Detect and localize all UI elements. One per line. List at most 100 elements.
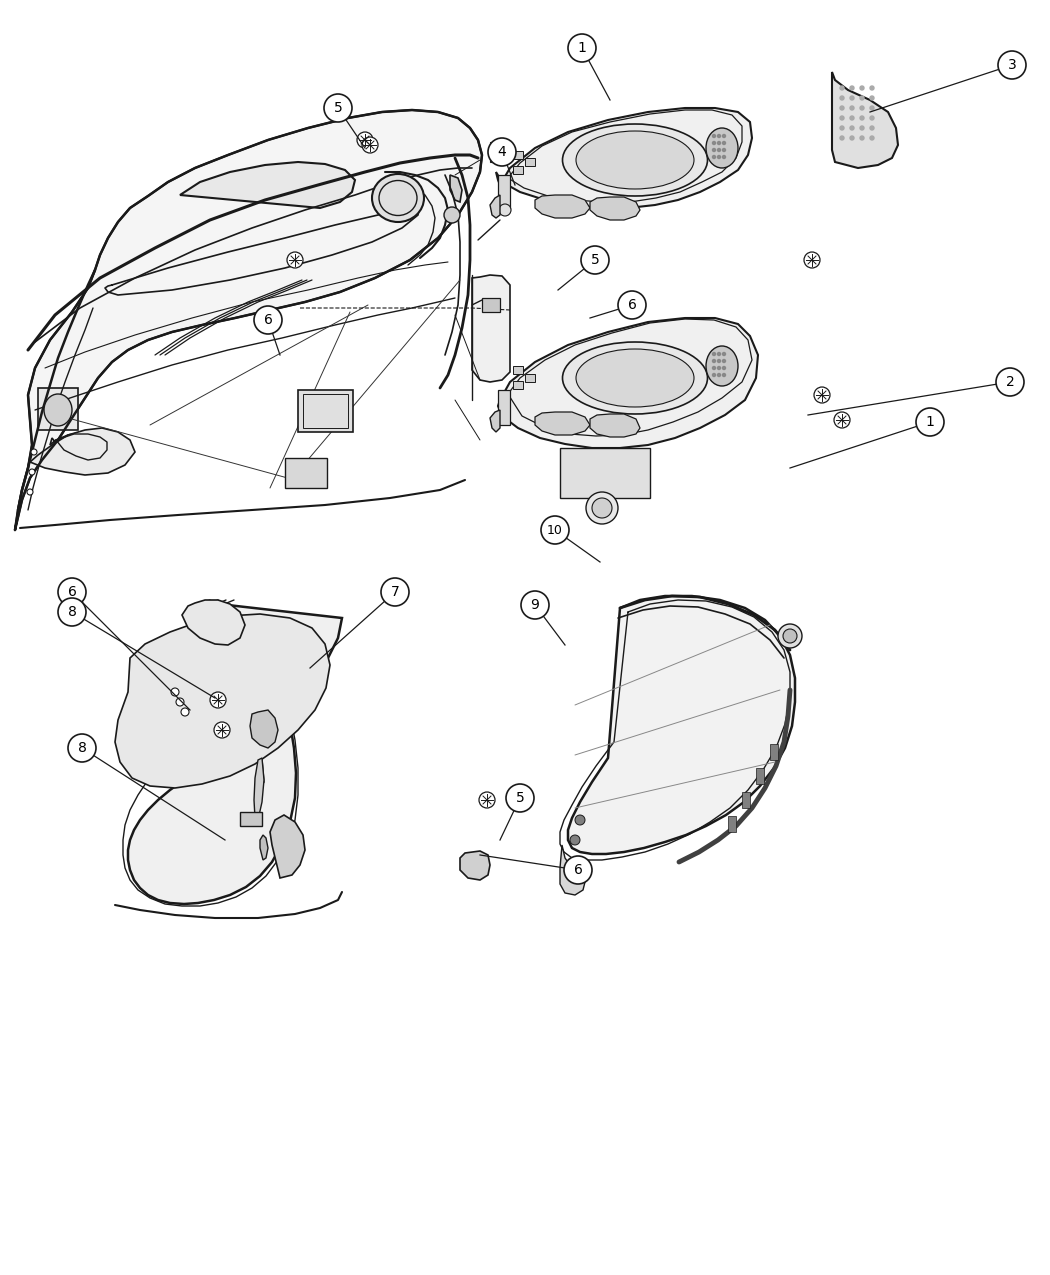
Circle shape bbox=[778, 623, 802, 648]
Circle shape bbox=[916, 408, 944, 436]
Circle shape bbox=[713, 374, 715, 376]
Circle shape bbox=[564, 856, 592, 884]
Circle shape bbox=[210, 692, 226, 708]
Ellipse shape bbox=[372, 173, 424, 222]
Ellipse shape bbox=[563, 342, 708, 414]
Circle shape bbox=[32, 449, 37, 455]
Circle shape bbox=[586, 492, 618, 524]
Circle shape bbox=[717, 352, 720, 356]
Circle shape bbox=[804, 252, 820, 268]
Text: 7: 7 bbox=[391, 585, 399, 599]
Circle shape bbox=[860, 106, 864, 110]
Circle shape bbox=[176, 697, 184, 706]
Text: 1: 1 bbox=[578, 41, 587, 55]
Ellipse shape bbox=[576, 131, 694, 189]
Text: 6: 6 bbox=[628, 298, 636, 312]
Circle shape bbox=[58, 598, 86, 626]
Circle shape bbox=[722, 352, 726, 356]
Text: 2: 2 bbox=[1006, 375, 1014, 389]
Circle shape bbox=[29, 469, 35, 476]
Polygon shape bbox=[498, 317, 758, 448]
Circle shape bbox=[840, 96, 844, 99]
Text: 5: 5 bbox=[516, 790, 524, 805]
Circle shape bbox=[713, 142, 715, 144]
Text: 1: 1 bbox=[925, 414, 934, 428]
Circle shape bbox=[870, 126, 874, 130]
Ellipse shape bbox=[576, 349, 694, 407]
Circle shape bbox=[592, 499, 612, 518]
Polygon shape bbox=[590, 198, 640, 221]
Polygon shape bbox=[450, 175, 462, 201]
Circle shape bbox=[717, 142, 720, 144]
Circle shape bbox=[722, 156, 726, 158]
Circle shape bbox=[488, 138, 516, 166]
Circle shape bbox=[27, 490, 33, 495]
Circle shape bbox=[68, 734, 96, 762]
Circle shape bbox=[860, 126, 864, 130]
Circle shape bbox=[998, 51, 1026, 79]
Bar bbox=[513, 166, 523, 173]
Text: 4: 4 bbox=[498, 145, 506, 159]
Circle shape bbox=[860, 85, 864, 91]
Circle shape bbox=[181, 708, 189, 717]
Circle shape bbox=[541, 516, 569, 544]
Circle shape bbox=[444, 207, 460, 223]
Circle shape bbox=[479, 792, 495, 808]
Bar bbox=[298, 390, 353, 432]
Circle shape bbox=[713, 134, 715, 138]
Bar bbox=[303, 394, 348, 428]
Bar bbox=[742, 792, 750, 808]
Ellipse shape bbox=[706, 128, 738, 168]
Circle shape bbox=[287, 252, 303, 268]
Circle shape bbox=[870, 106, 874, 110]
Polygon shape bbox=[30, 428, 135, 476]
Circle shape bbox=[850, 85, 854, 91]
Circle shape bbox=[850, 96, 854, 99]
Circle shape bbox=[840, 136, 844, 140]
Bar bbox=[728, 816, 736, 833]
Text: 10: 10 bbox=[547, 524, 563, 537]
Circle shape bbox=[717, 374, 720, 376]
Bar bbox=[482, 298, 500, 312]
Circle shape bbox=[870, 96, 874, 99]
Text: 5: 5 bbox=[334, 101, 342, 115]
Circle shape bbox=[860, 136, 864, 140]
Polygon shape bbox=[182, 601, 245, 645]
Bar bbox=[770, 745, 778, 760]
Circle shape bbox=[722, 142, 726, 144]
Polygon shape bbox=[180, 162, 355, 208]
Circle shape bbox=[171, 688, 178, 696]
Circle shape bbox=[713, 156, 715, 158]
Circle shape bbox=[722, 134, 726, 138]
Polygon shape bbox=[38, 388, 78, 430]
Text: 8: 8 bbox=[78, 741, 86, 755]
Circle shape bbox=[324, 94, 352, 122]
Circle shape bbox=[499, 204, 511, 215]
Ellipse shape bbox=[563, 124, 708, 196]
Polygon shape bbox=[832, 71, 898, 168]
Text: 6: 6 bbox=[264, 312, 272, 326]
Circle shape bbox=[568, 34, 596, 62]
Circle shape bbox=[840, 85, 844, 91]
Polygon shape bbox=[460, 850, 490, 880]
Bar bbox=[513, 366, 523, 374]
Bar bbox=[498, 175, 510, 210]
Polygon shape bbox=[560, 845, 585, 895]
Circle shape bbox=[870, 85, 874, 91]
Circle shape bbox=[722, 374, 726, 376]
Circle shape bbox=[713, 366, 715, 370]
Circle shape bbox=[850, 126, 854, 130]
Circle shape bbox=[840, 116, 844, 120]
Bar bbox=[525, 374, 536, 382]
Polygon shape bbox=[50, 432, 112, 462]
Circle shape bbox=[870, 136, 874, 140]
Polygon shape bbox=[490, 195, 500, 218]
Polygon shape bbox=[560, 448, 650, 499]
Circle shape bbox=[521, 592, 549, 618]
Circle shape bbox=[362, 136, 378, 153]
Circle shape bbox=[713, 360, 715, 362]
Circle shape bbox=[506, 784, 534, 812]
Polygon shape bbox=[472, 275, 510, 382]
Bar bbox=[525, 158, 536, 166]
Circle shape bbox=[717, 156, 720, 158]
